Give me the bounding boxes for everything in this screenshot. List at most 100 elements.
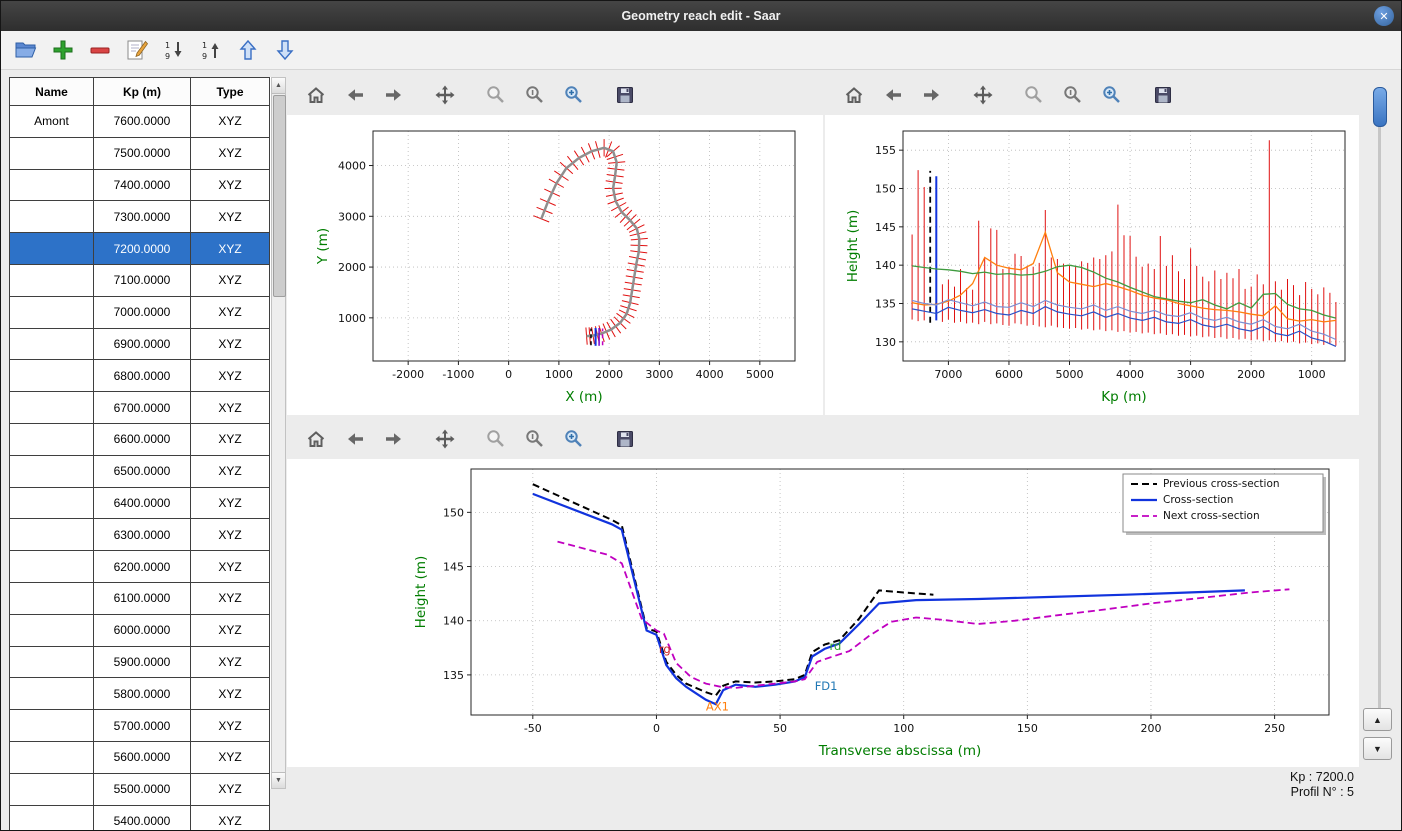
table-cell[interactable]: 6000.0000	[93, 613, 191, 647]
forward-button[interactable]	[921, 83, 945, 107]
table-cell[interactable]: 6200.0000	[93, 550, 191, 583]
table-cell[interactable]: XYZ	[190, 232, 270, 265]
scrollbar-thumb[interactable]	[273, 95, 286, 297]
table-row[interactable]: 7000.0000 XYZ	[9, 295, 270, 329]
back-button[interactable]	[344, 427, 368, 451]
table-cell[interactable]: 7600.0000	[93, 105, 191, 138]
table-cell[interactable]	[9, 645, 94, 679]
inspect-button[interactable]	[524, 83, 548, 107]
delete-cross-section-button[interactable]	[87, 36, 115, 64]
table-cell[interactable]: XYZ	[190, 772, 270, 806]
table-row[interactable]: 6600.0000 XYZ	[9, 422, 270, 456]
table-cell[interactable]	[9, 581, 94, 615]
save-figure-button[interactable]	[614, 427, 638, 451]
table-row[interactable]: 5900.0000 XYZ	[9, 645, 270, 679]
zoom-button[interactable]	[1023, 83, 1047, 107]
table-cell[interactable]: XYZ	[190, 709, 270, 742]
table-cell[interactable]	[9, 168, 94, 202]
table-cell[interactable]: 7000.0000	[93, 295, 191, 329]
table-cell[interactable]: 7100.0000	[93, 263, 191, 297]
table-cell[interactable]	[9, 327, 94, 361]
move-up-button[interactable]	[235, 36, 263, 64]
table-cell[interactable]: XYZ	[190, 486, 270, 520]
table-cell[interactable]	[9, 422, 94, 456]
table-cell[interactable]: 6600.0000	[93, 422, 191, 456]
table-row[interactable]: 6300.0000 XYZ	[9, 518, 270, 552]
open-file-button[interactable]	[13, 36, 41, 64]
table-cell[interactable]	[9, 804, 94, 830]
table-row[interactable]: 6000.0000 XYZ	[9, 613, 270, 647]
table-cell[interactable]: 7200.0000	[93, 232, 191, 265]
table-cell[interactable]: XYZ	[190, 804, 270, 830]
table-cell[interactable]: XYZ	[190, 136, 270, 170]
table-cell[interactable]	[9, 518, 94, 552]
forward-button[interactable]	[383, 83, 407, 107]
table-cell[interactable]: XYZ	[190, 454, 270, 488]
scroll-down-arrow[interactable]: ▼	[272, 772, 285, 788]
table-cell[interactable]: XYZ	[190, 550, 270, 583]
table-cell[interactable]: XYZ	[190, 200, 270, 234]
table-row[interactable]: 7200.0000 XYZ	[9, 232, 270, 265]
move-down-button[interactable]	[272, 36, 300, 64]
table-row[interactable]: 6900.0000 XYZ	[9, 327, 270, 361]
table-cell[interactable]: XYZ	[190, 518, 270, 552]
sort-ascending-button[interactable]	[198, 36, 226, 64]
table-cell[interactable]: XYZ	[190, 422, 270, 456]
longitudinal-profile-chart[interactable]: 7000 6000 5000 4000 3000 2000 1000 130 135 140 145…	[825, 115, 1359, 415]
zoom-button[interactable]	[485, 83, 509, 107]
table-cell[interactable]	[9, 772, 94, 806]
edit-cross-section-button[interactable]	[124, 36, 152, 64]
pan-button[interactable]	[434, 83, 458, 107]
table-cell[interactable]: Amont	[9, 105, 94, 138]
profile-up-button[interactable]: ▲	[1363, 708, 1392, 731]
table-cell[interactable]: 5700.0000	[93, 709, 191, 742]
table-cell[interactable]: 6100.0000	[93, 581, 191, 615]
table-cell[interactable]: XYZ	[190, 581, 270, 615]
table-cell[interactable]: 6700.0000	[93, 391, 191, 424]
table-cell[interactable]: XYZ	[190, 263, 270, 297]
table-row[interactable]: Amont 7600.0000 XYZ	[9, 105, 270, 138]
scroll-up-arrow[interactable]: ▲	[272, 78, 285, 94]
table-cell[interactable]: 6800.0000	[93, 359, 191, 393]
table-cell[interactable]	[9, 613, 94, 647]
add-cross-section-button[interactable]	[50, 36, 78, 64]
table-cell[interactable]: 7500.0000	[93, 136, 191, 170]
table-cell[interactable]: XYZ	[190, 391, 270, 424]
zoom-button[interactable]	[485, 427, 509, 451]
zoom-rect-button[interactable]	[563, 427, 587, 451]
zoom-rect-button[interactable]	[563, 83, 587, 107]
save-figure-button[interactable]	[614, 83, 638, 107]
vertical-slider[interactable]	[1372, 87, 1387, 713]
table-scrollbar[interactable]: ▲ ▼	[271, 77, 286, 789]
inspect-button[interactable]	[1062, 83, 1086, 107]
slider-thumb[interactable]	[1373, 87, 1387, 127]
home-button[interactable]	[305, 427, 329, 451]
table-row[interactable]: 7400.0000 XYZ	[9, 168, 270, 202]
table-row[interactable]: 7100.0000 XYZ	[9, 263, 270, 297]
table-row[interactable]: 6100.0000 XYZ	[9, 581, 270, 615]
home-button[interactable]	[305, 83, 329, 107]
table-cell[interactable]: 5800.0000	[93, 677, 191, 711]
table-cell[interactable]: XYZ	[190, 168, 270, 202]
table-cell[interactable]	[9, 232, 94, 265]
table-row[interactable]: 5400.0000 XYZ	[9, 804, 270, 830]
table-cell[interactable]: XYZ	[190, 613, 270, 647]
table-row[interactable]: 6700.0000 XYZ	[9, 391, 270, 424]
close-button[interactable]: ✕	[1374, 6, 1394, 26]
table-cell[interactable]	[9, 550, 94, 583]
save-figure-button[interactable]	[1152, 83, 1176, 107]
table-row[interactable]: 7500.0000 XYZ	[9, 136, 270, 170]
table-cell[interactable]: XYZ	[190, 645, 270, 679]
back-button[interactable]	[882, 83, 906, 107]
table-cell[interactable]: XYZ	[190, 105, 270, 138]
table-cell[interactable]	[9, 486, 94, 520]
pan-button[interactable]	[972, 83, 996, 107]
table-cell[interactable]: 5900.0000	[93, 645, 191, 679]
table-cell[interactable]: XYZ	[190, 740, 270, 774]
table-cell[interactable]: XYZ	[190, 295, 270, 329]
table-row[interactable]: 5600.0000 XYZ	[9, 740, 270, 774]
table-cell[interactable]: XYZ	[190, 677, 270, 711]
table-cell[interactable]: 5500.0000	[93, 772, 191, 806]
table-cell[interactable]	[9, 295, 94, 329]
table-cell[interactable]	[9, 454, 94, 488]
